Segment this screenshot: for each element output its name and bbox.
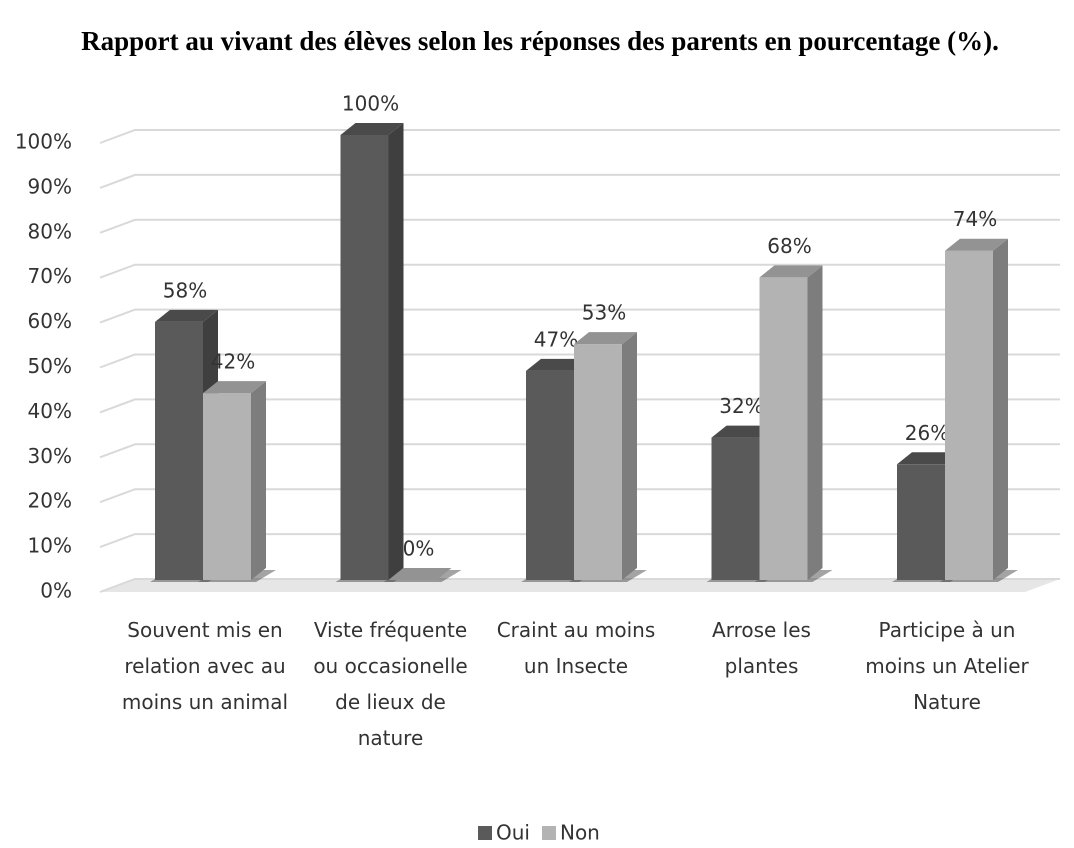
bar [945,250,993,580]
bar-side [807,265,823,580]
x-tick-label: Arrose les plantes [712,618,811,678]
bar [574,344,622,580]
data-label: 58% [163,278,207,302]
bar [203,393,251,580]
y-tick-label: 40% [28,399,72,423]
grid-line [99,218,1060,234]
bar-side [388,123,404,580]
x-tick-label: Viste fréquente ou occasionelle de lieux… [313,618,468,750]
grid-line [99,129,1060,144]
bar-side [993,238,1008,580]
grid-line [99,263,1060,279]
grid-line [99,173,1060,189]
data-label: 42% [211,350,255,374]
grid-line [99,308,1060,324]
y-tick-label: 20% [28,489,72,513]
bar [759,277,808,580]
y-tick-label: 30% [28,444,72,468]
bar-top [203,381,266,394]
y-tick-label: 100% [15,130,72,154]
y-tick-label: 10% [28,534,72,558]
data-label: 32% [719,394,763,418]
bar-side [622,332,637,580]
x-tick-label: Craint au moins un Insecte [496,618,656,678]
bar [155,321,203,580]
bar-top [711,425,775,438]
chart-title: Rapport au vivant des élèves selon les r… [81,26,999,56]
y-tick-label: 80% [28,219,72,243]
data-label: 74% [953,207,997,231]
bar-top [388,568,452,580]
y-tick-label: 70% [28,264,72,288]
bar-top [574,332,637,345]
grid-line [99,353,1060,369]
bar [897,464,945,580]
legend-label: Oui [496,821,530,845]
bar-top [759,265,823,278]
y-tick-label: 90% [28,174,72,198]
bar-top [945,238,1008,251]
floor [100,579,1060,592]
data-label: 53% [582,301,626,325]
bar-top [340,123,404,135]
x-tick-label: Souvent mis en relation avec au moins un… [121,618,289,714]
data-label: 100% [342,92,399,116]
bar [340,135,389,580]
data-label: 26% [905,421,949,445]
data-label: 0% [403,537,435,561]
y-tick-label: 50% [28,354,72,378]
bar-top [526,358,589,371]
y-tick-label: 60% [28,309,72,333]
bar [711,437,760,580]
bar-top [155,309,218,322]
bar [526,370,574,580]
data-label: 68% [767,234,811,258]
bar-side [251,381,266,580]
legend-label: Non [560,821,600,845]
data-label: 47% [534,327,578,351]
y-tick-label: 0% [40,579,72,603]
legend-swatch [541,826,556,840]
x-tick-label: Participe à un moins un Atelier Nature [865,618,1029,714]
grid-line [99,398,1060,414]
bar-top [897,452,960,465]
legend-swatch [478,826,492,840]
